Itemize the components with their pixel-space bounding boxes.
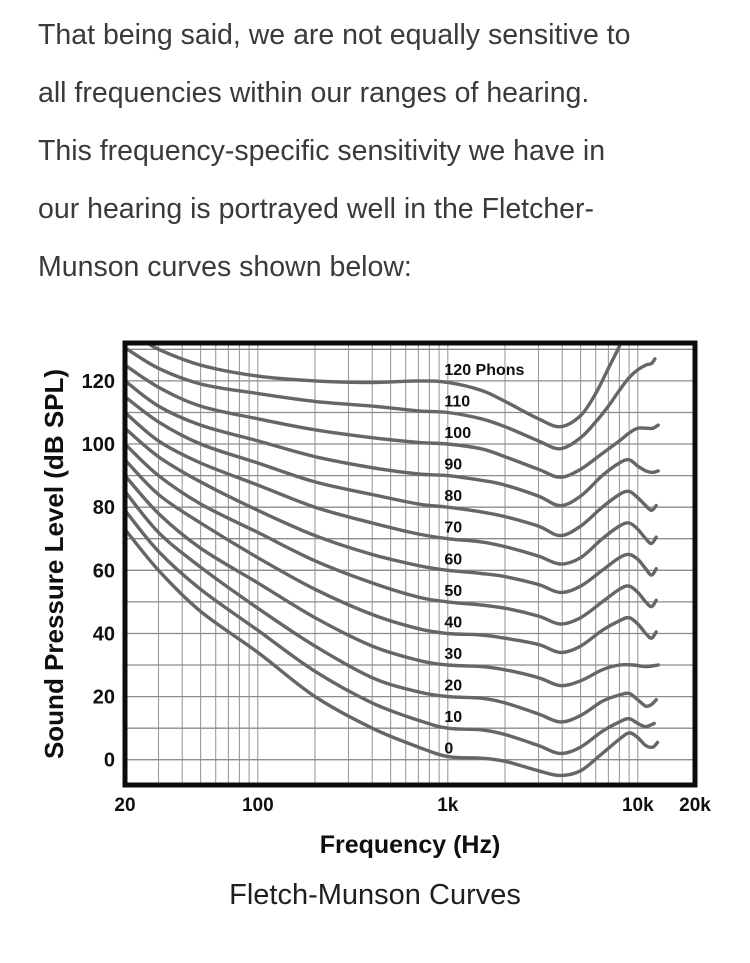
x-axis-title: Frequency (Hz): [320, 831, 501, 859]
curve-110-phon: [125, 346, 657, 451]
curve-120-phon: [145, 343, 623, 429]
fletcher-munson-chart: 0 10 20 30 40 50 60 70 80 90 100 110 120 Phons 0 20 40 6…: [39, 340, 711, 859]
fletcher-munson-figure: 0 10 20 30 40 50 60 70 80 90 100 110 120 Phons 0 20 40 6…: [0, 322, 750, 867]
plot-border: [122, 340, 698, 788]
paragraph-line: Munson curves shown below:: [38, 251, 412, 283]
curve-80-phon: [125, 395, 658, 538]
curve-20-phon: [125, 489, 658, 724]
y-tick-label-100: 100: [82, 434, 115, 456]
curve-0-phon: [125, 527, 660, 778]
phon-label-50: 50: [444, 583, 462, 600]
intro-paragraph: That being said, we are not equally sens…: [0, 0, 750, 296]
x-tick-label-10k: 10k: [622, 795, 654, 816]
curve-30-phon: [125, 473, 660, 688]
y-tick-label-80: 80: [93, 497, 115, 519]
y-tick-label-0: 0: [104, 750, 115, 772]
curves: [125, 343, 660, 778]
phon-label-30: 30: [444, 646, 462, 663]
curve-90-phon: [125, 379, 660, 508]
phon-label-40: 40: [444, 615, 462, 632]
curve-70-phon: [125, 410, 658, 566]
phon-label-70: 70: [444, 520, 462, 537]
curve-100-phon: [125, 363, 660, 479]
x-tick-label-20: 20: [114, 795, 135, 816]
phon-label-120: 120 Phons: [444, 362, 524, 379]
phon-label-90: 90: [444, 457, 462, 474]
phon-labels: 0 10 20 30 40 50 60 70 80 90 100 110 120 Phons: [444, 362, 524, 758]
phon-label-20: 20: [444, 678, 462, 695]
y-tick-label-40: 40: [93, 624, 115, 646]
phon-label-60: 60: [444, 551, 462, 568]
x-tick-label-20k: 20k: [679, 795, 711, 816]
phon-label-80: 80: [444, 488, 462, 505]
paragraph-line: our hearing is portrayed well in the Fle…: [38, 193, 595, 225]
y-tick-label-60: 60: [93, 560, 115, 582]
y-tick-label-120: 120: [82, 371, 115, 393]
phon-label-100: 100: [444, 425, 471, 442]
x-tick-label-100: 100: [242, 795, 274, 816]
x-tick-labels: 20 100 1k 10k 20k: [114, 795, 711, 816]
curve-40-phon: [125, 458, 658, 655]
curve-60-phon: [125, 426, 658, 595]
curve-50-phon: [125, 442, 658, 626]
paragraph-line: This frequency-specific sensitivity we h…: [38, 135, 606, 167]
y-tick-label-20: 20: [93, 687, 115, 709]
x-tick-label-1k: 1k: [437, 795, 459, 816]
paragraph-line: all frequencies within our ranges of hea…: [38, 77, 590, 109]
figure-caption: Fletch-Munson Curves: [229, 879, 521, 911]
phon-label-0: 0: [444, 741, 453, 758]
y-tick-labels: 0 20 40 60 80 100 120: [82, 371, 115, 772]
phon-label-10: 10: [444, 709, 462, 726]
curve-10-phon: [125, 508, 656, 756]
y-axis-title: Sound Pressure Level (dB SPL): [39, 369, 69, 759]
paragraph-line: That being said, we are not equally sens…: [38, 19, 631, 51]
phon-label-110: 110: [444, 394, 470, 411]
